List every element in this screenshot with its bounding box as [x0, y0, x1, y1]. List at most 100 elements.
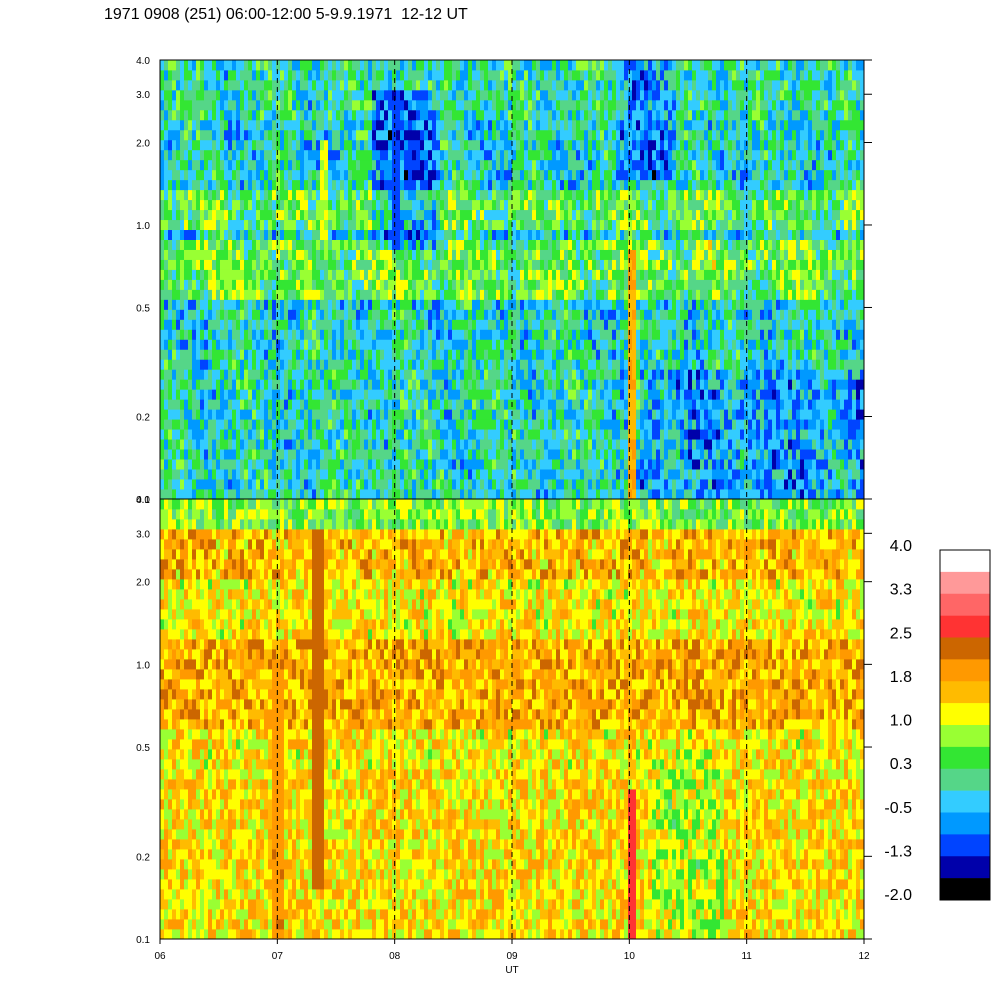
heatmap-cell — [444, 169, 448, 181]
heatmap-cell — [456, 60, 460, 71]
heatmap-cell — [552, 319, 556, 330]
heatmap-cell — [376, 159, 380, 171]
heatmap-cell — [204, 449, 208, 460]
heatmap-cell — [320, 99, 324, 111]
heatmap-cell — [300, 99, 304, 111]
heatmap-cell — [572, 479, 576, 490]
heatmap-cell — [452, 199, 456, 211]
heatmap-cell — [228, 199, 232, 211]
heatmap-cell — [352, 119, 356, 131]
heatmap-cell — [588, 439, 592, 450]
heatmap-cell — [588, 229, 592, 240]
heatmap-cell — [240, 79, 244, 91]
heatmap-cell — [428, 159, 432, 171]
heatmap-cell — [608, 189, 612, 201]
heatmap-cell — [532, 119, 536, 131]
heatmap-cell — [412, 359, 416, 370]
heatmap-cell — [232, 99, 236, 111]
heatmap-cell — [312, 60, 316, 71]
heatmap-cell — [208, 329, 212, 340]
heatmap-cell — [364, 169, 368, 181]
heatmap-cell — [504, 60, 508, 71]
heatmap-cell — [400, 229, 404, 240]
heatmap-cell — [312, 249, 316, 260]
heatmap-cell — [512, 69, 516, 81]
heatmap-cell — [224, 479, 228, 490]
heatmap-cell — [412, 209, 416, 221]
heatmap-cell — [608, 249, 612, 260]
heatmap-cell — [572, 379, 576, 390]
heatmap-cell — [288, 489, 292, 500]
heatmap-cell — [168, 439, 172, 450]
heatmap-cell — [256, 279, 260, 290]
heatmap-cell — [252, 209, 256, 221]
heatmap-cell — [260, 279, 264, 290]
heatmap-cell — [612, 259, 616, 270]
heatmap-cell — [400, 319, 404, 330]
heatmap-cell — [220, 419, 224, 430]
heatmap-cell — [468, 269, 472, 280]
heatmap-cell — [436, 419, 440, 430]
heatmap-cell — [372, 89, 376, 101]
heatmap-cell — [328, 379, 332, 390]
heatmap-cell — [456, 139, 460, 151]
heatmap-cell — [392, 149, 396, 161]
heatmap-cell — [280, 489, 284, 500]
heatmap-cell — [432, 319, 436, 330]
heatmap-cell — [180, 479, 184, 490]
heatmap-cell — [388, 99, 392, 111]
heatmap-cell — [172, 219, 176, 231]
heatmap-cell — [596, 99, 600, 111]
heatmap-cell — [376, 469, 380, 480]
heatmap-cell — [420, 329, 424, 340]
heatmap-cell — [444, 349, 448, 360]
heatmap-cell — [552, 449, 556, 460]
heatmap-cell — [324, 389, 328, 400]
heatmap-cell — [292, 229, 296, 240]
heatmap-cell — [520, 279, 524, 290]
heatmap-cell — [160, 79, 164, 91]
heatmap-cell — [420, 369, 424, 380]
heatmap-cell — [336, 489, 340, 500]
heatmap-cell — [480, 319, 484, 330]
heatmap-cell — [608, 409, 612, 420]
heatmap-cell — [528, 169, 532, 181]
heatmap-cell — [172, 109, 176, 121]
heatmap-cell — [424, 169, 428, 181]
heatmap-cell — [408, 269, 412, 280]
heatmap-cell — [328, 459, 332, 470]
heatmap-cell — [252, 249, 256, 260]
heatmap-cell — [576, 149, 580, 161]
heatmap-cell — [548, 189, 552, 201]
heatmap-cell — [372, 419, 376, 430]
heatmap-cell — [196, 279, 200, 290]
heatmap-cell — [436, 119, 440, 131]
heatmap-cell — [524, 159, 528, 171]
heatmap-cell — [312, 199, 316, 211]
heatmap-cell — [288, 319, 292, 330]
heatmap-cell — [192, 169, 196, 181]
heatmap-cell — [392, 429, 396, 440]
heatmap-cell — [316, 469, 320, 480]
heatmap-cell — [240, 359, 244, 370]
heatmap-cell — [164, 329, 168, 340]
heatmap-cell — [388, 329, 392, 340]
heatmap-cell — [292, 259, 296, 270]
heatmap-cell — [340, 60, 344, 71]
heatmap-cell — [588, 299, 592, 310]
heatmap-cell — [380, 149, 384, 161]
heatmap-cell — [284, 60, 288, 71]
heatmap-cell — [168, 139, 172, 151]
heatmap-cell — [412, 389, 416, 400]
heatmap-cell — [304, 369, 308, 380]
heatmap-cell — [484, 319, 488, 330]
heatmap-cell — [312, 419, 316, 430]
heatmap-cell — [292, 79, 296, 91]
heatmap-cell — [492, 99, 496, 111]
heatmap-cell — [300, 109, 304, 121]
heatmap-cell — [276, 299, 280, 310]
heatmap-cell — [420, 409, 424, 420]
heatmap-cell — [388, 219, 392, 231]
heatmap-cell — [284, 149, 288, 161]
heatmap-cell — [608, 229, 612, 240]
